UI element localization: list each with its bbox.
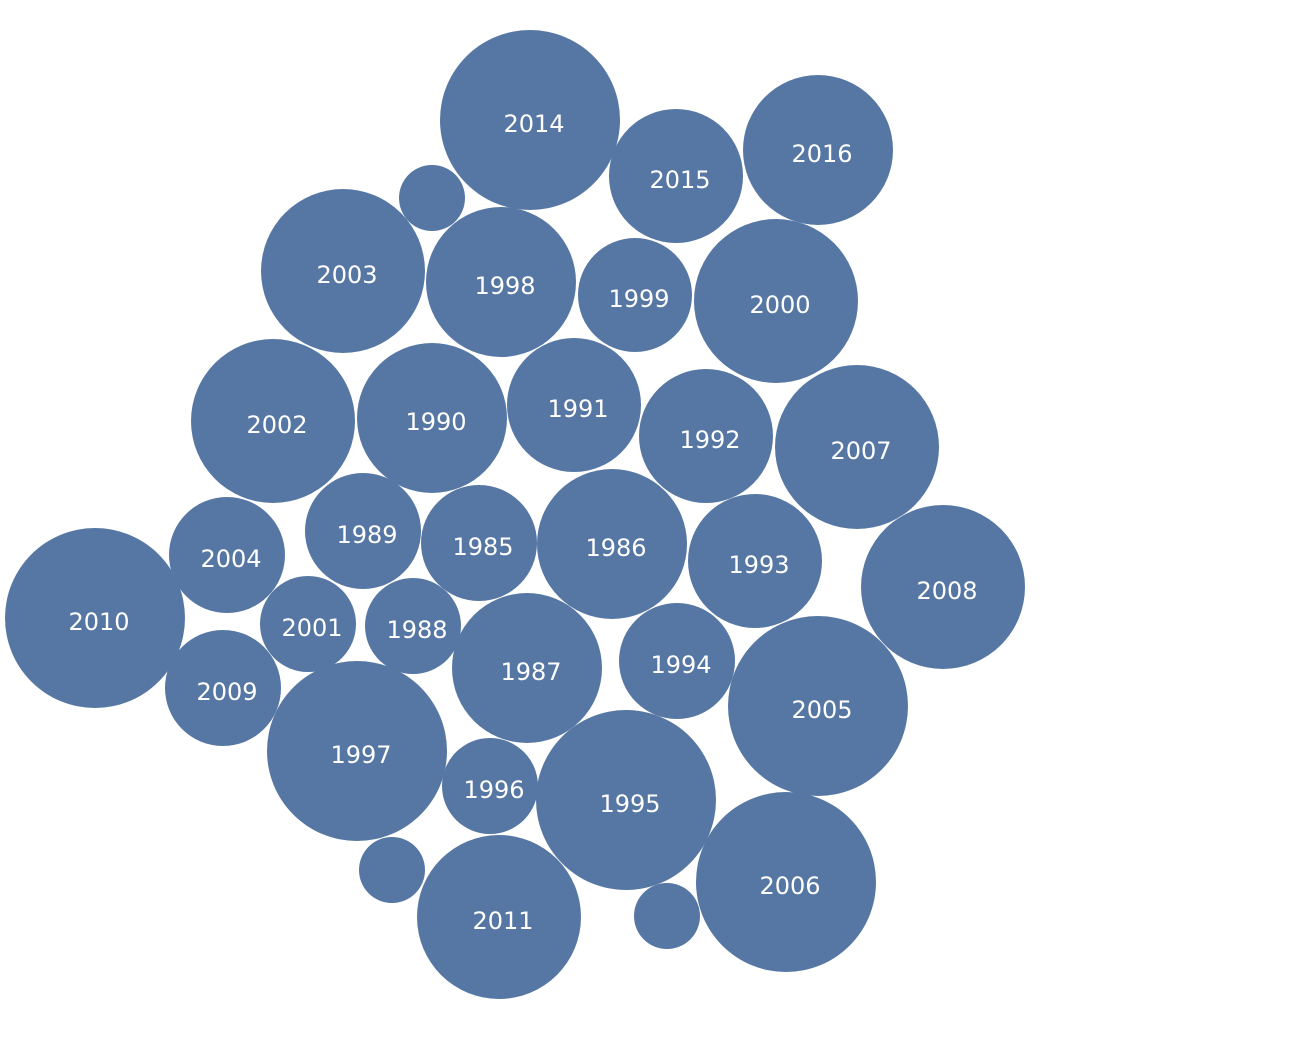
bubble-label: 2001 — [281, 614, 342, 642]
bubble-label: 1992 — [679, 426, 740, 454]
bubble-1994[interactable]: 1994 — [619, 603, 735, 719]
bubble-label: 1999 — [608, 285, 669, 313]
bubble-circle[interactable] — [634, 883, 700, 949]
bubble-circle[interactable] — [578, 238, 692, 352]
bubble-circle[interactable] — [452, 593, 602, 743]
bubble-circle[interactable] — [5, 528, 185, 708]
bubble-circle[interactable] — [260, 576, 356, 672]
bubble-circle[interactable] — [536, 710, 716, 890]
bubble-2000[interactable]: 2000 — [694, 219, 858, 383]
bubble-2014[interactable]: 2014 — [440, 30, 620, 210]
bubble-label: 1995 — [599, 790, 660, 818]
bubble-circle[interactable] — [169, 497, 285, 613]
bubble-circle[interactable] — [442, 738, 538, 834]
bubble-unlabeled-32[interactable] — [634, 883, 700, 949]
bubble-2008[interactable]: 2008 — [861, 505, 1025, 669]
bubble-circle[interactable] — [267, 661, 447, 841]
bubble-1987[interactable]: 1987 — [452, 593, 602, 743]
bubble-label: 1993 — [728, 551, 789, 579]
bubble-2010[interactable]: 2010 — [5, 528, 185, 708]
bubble-label: 1998 — [474, 272, 535, 300]
bubble-1990[interactable]: 1990 — [357, 343, 507, 493]
bubble-2015[interactable]: 2015 — [609, 109, 743, 243]
bubble-2003[interactable]: 2003 — [261, 189, 425, 353]
bubble-circle[interactable] — [191, 339, 355, 503]
bubble-circle[interactable] — [399, 165, 465, 231]
bubble-1995[interactable]: 1995 — [536, 710, 716, 890]
bubble-1991[interactable]: 1991 — [507, 338, 641, 472]
bubble-label: 1994 — [650, 651, 711, 679]
bubble-label: 1988 — [386, 616, 447, 644]
bubble-label: 1990 — [405, 408, 466, 436]
bubble-label: 1989 — [336, 521, 397, 549]
bubble-2009[interactable]: 2009 — [165, 630, 281, 746]
bubble-circle[interactable] — [440, 30, 620, 210]
bubble-circle[interactable] — [165, 630, 281, 746]
bubble-circle[interactable] — [696, 792, 876, 972]
bubble-1998[interactable]: 1998 — [426, 207, 576, 357]
bubble-circle[interactable] — [688, 494, 822, 628]
bubble-circle[interactable] — [365, 578, 461, 674]
bubble-label: 2003 — [316, 261, 377, 289]
bubble-2011[interactable]: 2011 — [417, 835, 581, 999]
bubble-unlabeled-3[interactable] — [399, 165, 465, 231]
bubble-label: 2008 — [916, 577, 977, 605]
bubble-label: 2014 — [503, 110, 564, 138]
bubble-label: 1986 — [585, 534, 646, 562]
bubble-label: 1996 — [463, 776, 524, 804]
bubble-label: 2004 — [200, 545, 261, 573]
bubble-label: 2002 — [246, 411, 307, 439]
bubble-circle[interactable] — [305, 473, 421, 589]
bubble-2002[interactable]: 2002 — [191, 339, 355, 503]
bubble-circle[interactable] — [639, 369, 773, 503]
bubble-2006[interactable]: 2006 — [696, 792, 876, 972]
bubble-1997[interactable]: 1997 — [267, 661, 447, 841]
bubble-2001[interactable]: 2001 — [260, 576, 356, 672]
bubble-label: 1987 — [500, 658, 561, 686]
bubble-2007[interactable]: 2007 — [775, 365, 939, 529]
bubble-label: 2016 — [791, 140, 852, 168]
bubble-label: 2015 — [649, 166, 710, 194]
bubble-1999[interactable]: 1999 — [578, 238, 692, 352]
bubble-circle[interactable] — [426, 207, 576, 357]
bubble-1989[interactable]: 1989 — [305, 473, 421, 589]
bubble-label: 2005 — [791, 696, 852, 724]
bubble-2005[interactable]: 2005 — [728, 616, 908, 796]
bubble-circle[interactable] — [537, 469, 687, 619]
bubble-unlabeled-30[interactable] — [359, 837, 425, 903]
bubble-1993[interactable]: 1993 — [688, 494, 822, 628]
bubble-circle[interactable] — [609, 109, 743, 243]
bubble-circle[interactable] — [728, 616, 908, 796]
bubble-circle[interactable] — [694, 219, 858, 383]
bubble-1986[interactable]: 1986 — [537, 469, 687, 619]
bubble-circle[interactable] — [357, 343, 507, 493]
bubble-circle[interactable] — [417, 835, 581, 999]
bubble-circle[interactable] — [619, 603, 735, 719]
bubble-label: 2010 — [68, 608, 129, 636]
bubble-circle[interactable] — [261, 189, 425, 353]
bubble-circle[interactable] — [861, 505, 1025, 669]
bubble-label: 2000 — [749, 291, 810, 319]
bubble-circle[interactable] — [421, 485, 537, 601]
bubble-2004[interactable]: 2004 — [169, 497, 285, 613]
bubble-1996[interactable]: 1996 — [442, 738, 538, 834]
bubble-label: 1985 — [452, 533, 513, 561]
bubble-label: 2006 — [759, 872, 820, 900]
bubble-circle[interactable] — [743, 75, 893, 225]
bubble-circle[interactable] — [775, 365, 939, 529]
bubble-label: 2007 — [830, 437, 891, 465]
bubble-label: 2011 — [472, 907, 533, 935]
bubble-1992[interactable]: 1992 — [639, 369, 773, 503]
bubble-2016[interactable]: 2016 — [743, 75, 893, 225]
bubble-label: 1991 — [547, 395, 608, 423]
bubble-1988[interactable]: 1988 — [365, 578, 461, 674]
bubble-circle[interactable] — [359, 837, 425, 903]
bubble-circle[interactable] — [507, 338, 641, 472]
bubble-label: 1997 — [330, 741, 391, 769]
bubble-label: 2009 — [196, 678, 257, 706]
bubble-1985[interactable]: 1985 — [421, 485, 537, 601]
